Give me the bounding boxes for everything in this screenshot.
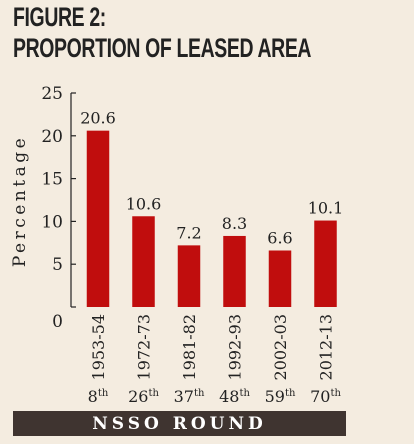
y-axis-label: Percentage bbox=[10, 135, 30, 267]
bar bbox=[314, 220, 337, 307]
x-tick-label: 1992-93 bbox=[226, 314, 245, 380]
figure-label: FIGURE 2: bbox=[13, 2, 106, 32]
bar-value-label: 10.6 bbox=[126, 194, 162, 213]
bar-value-label: 6.6 bbox=[267, 229, 292, 248]
bar-chart: Percentage 0 5 10 15 20 25 20.6 10.6 7.2 8.3 6.6 1… bbox=[10, 84, 344, 406]
y-tick-label: 5 bbox=[52, 255, 63, 275]
bar-value-label: 10.1 bbox=[308, 199, 344, 218]
y-tick-label: 0 bbox=[52, 312, 63, 332]
y-tick-label: 15 bbox=[41, 170, 63, 190]
y-tick-label: 25 bbox=[41, 84, 63, 104]
x-tick-label: 1953-54 bbox=[89, 314, 108, 380]
bar bbox=[223, 235, 246, 307]
y-tick-label: 20 bbox=[41, 127, 63, 147]
round-label: 48th bbox=[219, 387, 250, 406]
x-axis-title: NSSO ROUND bbox=[92, 413, 267, 434]
y-tick-label: 10 bbox=[41, 212, 63, 232]
bar-value-label: 20.6 bbox=[80, 109, 116, 128]
round-label: 37th bbox=[174, 387, 205, 406]
bar-value-label: 7.2 bbox=[176, 223, 201, 242]
round-label: 8th bbox=[88, 387, 109, 406]
bar-value-label: 8.3 bbox=[222, 214, 247, 233]
x-tick-label: 2012-13 bbox=[317, 314, 336, 380]
bar bbox=[132, 216, 155, 307]
round-label: 26th bbox=[128, 387, 159, 406]
chart-title: PROPORTION OF LEASED AREA bbox=[13, 33, 312, 63]
x-axis-title-bar: NSSO ROUND bbox=[13, 411, 346, 436]
x-tick-label: 2002-03 bbox=[271, 314, 290, 380]
bar bbox=[177, 245, 201, 307]
bar bbox=[268, 250, 292, 307]
x-tick-label: 1972-73 bbox=[135, 314, 154, 380]
x-tick-label: 1981-82 bbox=[180, 314, 199, 380]
round-label: 70th bbox=[310, 387, 341, 406]
bar bbox=[86, 130, 110, 307]
round-label: 59th bbox=[265, 387, 296, 406]
